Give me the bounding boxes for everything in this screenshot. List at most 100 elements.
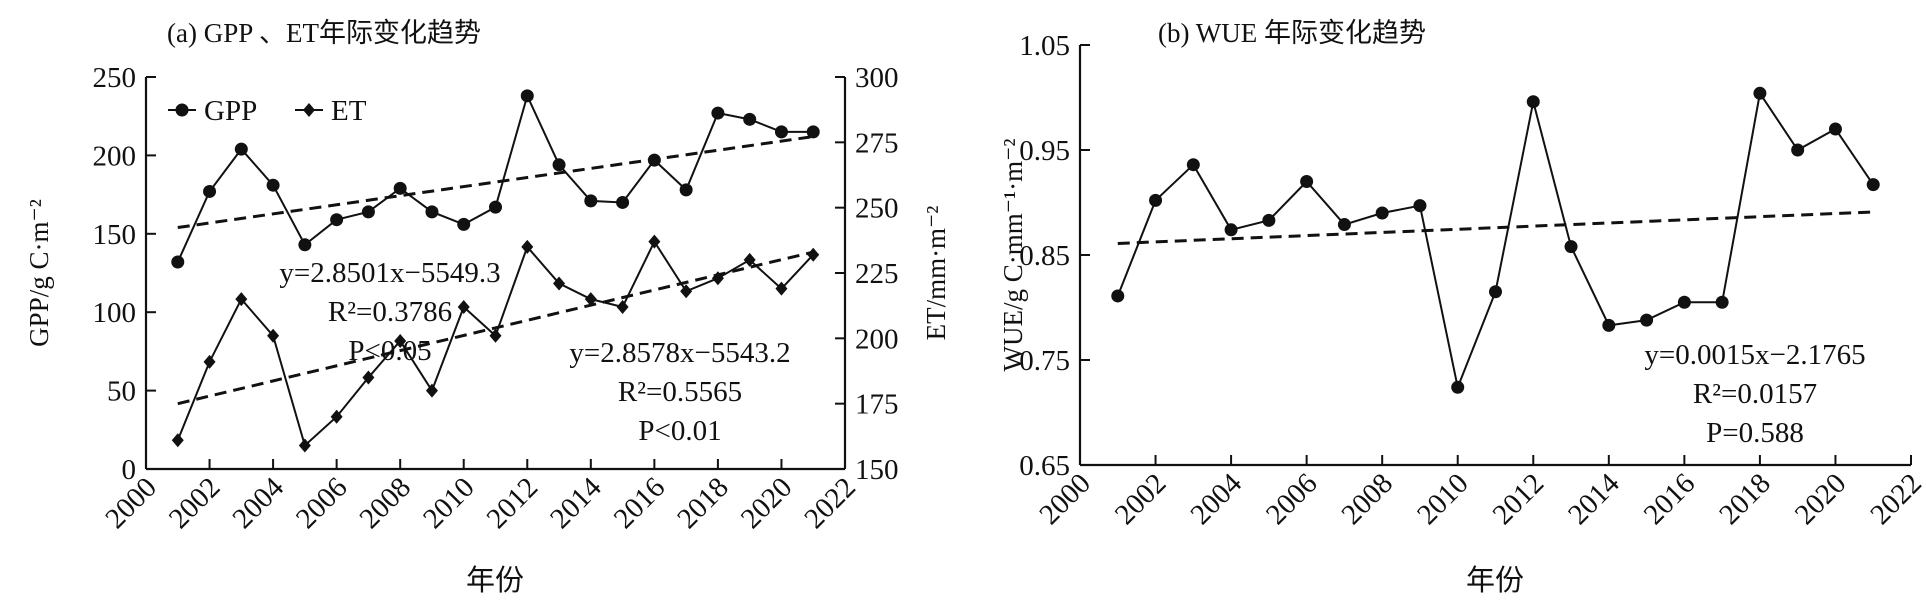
trend-line-gpp	[177, 135, 814, 230]
x-tick-label: 2006	[1260, 467, 1324, 531]
y-axis-title: WUE/g C·mm⁻¹·m⁻²	[998, 139, 1028, 372]
data-point-wue	[1526, 95, 1540, 109]
data-point-gpp	[203, 184, 217, 198]
data-point-et	[203, 354, 216, 369]
data-point-gpp	[743, 112, 757, 126]
data-point-gpp	[457, 217, 471, 231]
y-tick-label: 200	[93, 140, 137, 172]
x-tick-label: 2020	[1789, 467, 1853, 531]
trend-line-et	[177, 250, 814, 406]
data-point-gpp	[616, 195, 630, 209]
data-point-gpp	[679, 183, 693, 197]
y-tick-label: 250	[93, 62, 137, 94]
y-right-tick-label: 175	[855, 389, 899, 421]
data-point-wue	[1186, 158, 1200, 172]
regression-annotation-gpp: y=2.8501x−5549.3	[279, 257, 500, 289]
data-point-gpp	[711, 106, 725, 120]
y-tick-label: 0.85	[1019, 240, 1070, 272]
data-point-wue	[1375, 206, 1389, 220]
data-point-wue	[1262, 213, 1276, 227]
data-point-et	[330, 409, 343, 424]
data-point-et	[235, 292, 248, 307]
x-tick-label: 2014	[1562, 467, 1626, 531]
data-point-gpp	[489, 200, 502, 214]
data-point-wue	[1866, 178, 1880, 192]
x-tick-label: 2022	[798, 471, 862, 535]
x-tick-label: 2010	[1411, 467, 1475, 531]
y-tick-label: 50	[107, 376, 136, 408]
data-point-wue	[1828, 122, 1842, 136]
x-tick-label: 2012	[1487, 467, 1551, 531]
y-right-tick-label: 200	[855, 323, 899, 355]
x-tick-label: 2018	[1713, 467, 1777, 531]
data-point-et	[171, 433, 184, 448]
data-point-gpp	[234, 142, 248, 156]
data-point-wue	[1224, 223, 1238, 237]
y-right-tick-label: 225	[855, 258, 899, 290]
x-tick-label: 2016	[1638, 467, 1702, 531]
data-point-et	[489, 328, 502, 343]
data-point-wue	[1791, 143, 1805, 157]
y-tick-label: 100	[93, 297, 137, 329]
data-point-et	[743, 252, 756, 267]
data-point-wue	[1489, 285, 1502, 299]
data-point-wue	[1111, 289, 1125, 303]
data-point-et	[521, 239, 534, 254]
data-point-gpp	[266, 178, 280, 192]
data-point-et	[457, 299, 470, 314]
data-point-et	[584, 292, 597, 307]
regression-annotation-wue: R²=0.0157	[1693, 378, 1817, 410]
x-tick-label: 2012	[481, 471, 545, 535]
regression-annotation-gpp: P<0.05	[348, 335, 431, 367]
x-tick-label: 2002	[1109, 467, 1173, 531]
data-point-gpp	[171, 255, 185, 269]
y-tick-label: 0	[122, 454, 137, 486]
y-tick-label: 0.75	[1019, 345, 1070, 377]
data-point-et	[775, 281, 788, 296]
regression-annotation-wue: P=0.588	[1706, 417, 1804, 449]
chart-panel-0: (a) GPP 、ET年际变化趋势 0 50 100 150 200 250 150 175 20…	[24, 18, 951, 597]
data-point-wue	[1337, 218, 1351, 232]
x-tick-label: 2008	[1335, 467, 1399, 531]
x-tick-label: 2010	[417, 471, 481, 535]
data-point-et	[394, 333, 407, 348]
legend-marker-et	[303, 103, 315, 117]
data-point-et	[616, 299, 629, 314]
regression-annotation-et: R²=0.5565	[618, 376, 742, 408]
x-tick-label: 2002	[163, 471, 227, 535]
data-point-et	[267, 328, 280, 343]
data-point-gpp	[425, 205, 439, 219]
x-tick-label: 2006	[290, 471, 354, 535]
regression-annotation-et: P<0.01	[638, 415, 721, 447]
y-right-tick-label: 275	[855, 127, 899, 159]
x-tick-label: 2004	[226, 471, 290, 535]
chart-title: (b) WUE 年际变化趋势	[1158, 18, 1426, 48]
data-point-gpp	[361, 205, 375, 219]
data-point-gpp	[298, 238, 312, 252]
legend-marker-gpp	[175, 103, 189, 117]
data-point-gpp	[520, 89, 534, 103]
data-point-gpp	[552, 158, 566, 172]
data-point-wue	[1149, 193, 1163, 207]
data-point-gpp	[647, 153, 661, 167]
data-point-wue	[1564, 240, 1578, 254]
data-point-et	[711, 271, 724, 286]
x-tick-label: 2016	[608, 471, 672, 535]
data-point-wue	[1640, 313, 1654, 327]
legend-label-gpp: GPP	[204, 95, 257, 127]
data-point-wue	[1451, 380, 1465, 394]
data-point-et	[425, 383, 438, 398]
x-tick-label: 2018	[671, 471, 735, 535]
trend-line-wue	[1117, 210, 1874, 245]
data-point-wue	[1677, 295, 1691, 309]
x-tick-label: 2014	[544, 471, 608, 535]
x-tick-label: 2000	[99, 471, 163, 535]
regression-annotation-et: y=2.8578x−5543.2	[569, 337, 790, 369]
data-point-gpp	[806, 125, 820, 139]
y-right-tick-label: 250	[855, 193, 899, 225]
data-point-wue	[1602, 318, 1616, 332]
x-tick-label: 2020	[735, 471, 799, 535]
y-tick-label: 1.05	[1019, 30, 1070, 62]
data-point-wue	[1413, 199, 1427, 213]
